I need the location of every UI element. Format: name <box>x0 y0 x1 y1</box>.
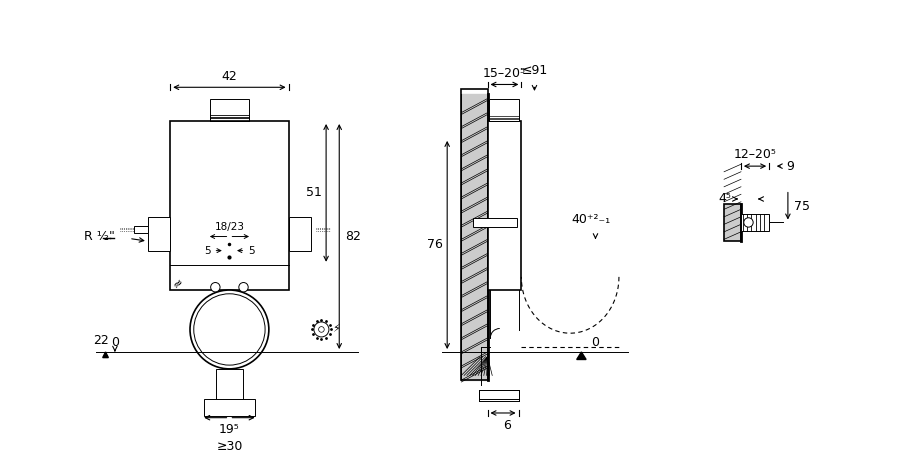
Text: 22: 22 <box>94 334 109 347</box>
Text: 76: 76 <box>427 238 443 252</box>
Text: 75: 75 <box>794 199 809 212</box>
Circle shape <box>314 322 328 337</box>
Text: 19⁵: 19⁵ <box>219 423 239 436</box>
Polygon shape <box>103 352 108 358</box>
Circle shape <box>319 327 324 332</box>
Text: 5: 5 <box>248 246 255 256</box>
Text: 18/23: 18/23 <box>214 222 245 232</box>
Text: 5: 5 <box>204 246 211 256</box>
Bar <box>134 226 148 233</box>
Bar <box>462 89 488 380</box>
Text: ≤91: ≤91 <box>521 64 547 77</box>
Bar <box>148 217 170 251</box>
Circle shape <box>743 218 753 227</box>
Bar <box>170 121 289 290</box>
Circle shape <box>238 283 248 292</box>
Bar <box>289 217 311 251</box>
Text: 51: 51 <box>305 186 321 199</box>
Bar <box>204 399 255 416</box>
Bar <box>479 390 518 399</box>
Text: 6: 6 <box>503 418 511 432</box>
Text: 4⁵: 4⁵ <box>719 193 732 206</box>
Text: 0: 0 <box>590 336 598 349</box>
Polygon shape <box>462 94 488 380</box>
Text: 12–20⁵: 12–20⁵ <box>734 148 777 162</box>
Text: 82: 82 <box>345 230 361 243</box>
Bar <box>488 121 521 290</box>
Text: ≈: ≈ <box>169 275 186 292</box>
Text: ⚡: ⚡ <box>331 324 339 334</box>
Text: 0: 0 <box>111 336 119 349</box>
Text: 40⁺²₋₁: 40⁺²₋₁ <box>572 213 610 226</box>
Bar <box>473 218 517 227</box>
Circle shape <box>211 283 220 292</box>
Circle shape <box>190 290 269 369</box>
Bar <box>490 99 519 121</box>
Text: R ½": R ½" <box>84 230 115 243</box>
Bar <box>724 204 741 241</box>
Text: 42: 42 <box>221 70 238 83</box>
Text: 15–20⁵: 15–20⁵ <box>483 67 526 80</box>
Bar <box>216 369 243 399</box>
Polygon shape <box>577 352 586 360</box>
Bar <box>741 214 770 231</box>
Circle shape <box>194 294 266 365</box>
Text: ≥30: ≥30 <box>216 440 243 450</box>
Bar <box>210 99 249 121</box>
Text: 9: 9 <box>786 160 794 173</box>
